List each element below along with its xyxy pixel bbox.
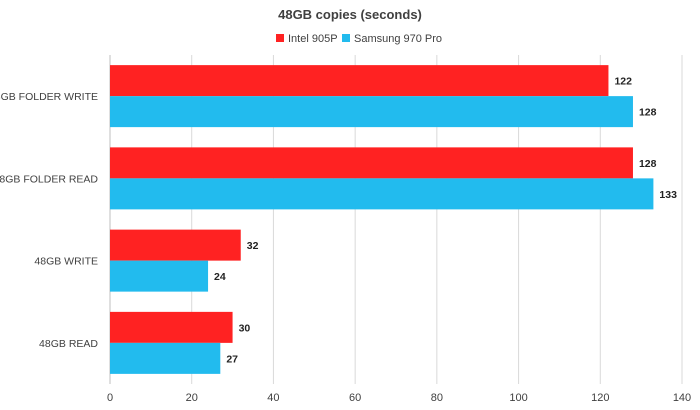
bar-intel-905p-48gb-folder-write <box>110 65 609 97</box>
bar-samsung-970-pro-48gb-folder-read <box>110 178 654 210</box>
legend-swatch-intel-905p <box>276 34 284 42</box>
data-label-samsung-970-pro-48gb-folder-write: 128 <box>639 107 657 119</box>
data-label-intel-905p-48gb-write: 32 <box>247 240 259 252</box>
x-tick-label: 20 <box>186 392 198 404</box>
data-label-samsung-970-pro-48gb-write: 24 <box>214 271 226 283</box>
data-labels: 122 128 128 133 32 24 30 27 <box>214 76 677 366</box>
chart-title: 48GB copies (seconds) <box>278 7 422 22</box>
data-label-intel-905p-48gb-folder-write: 122 <box>614 76 632 88</box>
bar-samsung-970-pro-48gb-write <box>110 260 209 292</box>
data-label-samsung-970-pro-48gb-read: 27 <box>226 353 238 365</box>
bar-samsung-970-pro-48gb-folder-write <box>110 96 633 128</box>
bar-intel-905p-48gb-folder-read <box>110 147 633 179</box>
data-label-intel-905p-48gb-read: 30 <box>239 322 251 334</box>
x-tick-label: 60 <box>349 392 361 404</box>
legend-swatch-samsung-970-pro <box>342 34 350 42</box>
category-label-48gb-write: 48GB WRITE <box>34 256 98 268</box>
x-tick-label: 140 <box>673 392 691 404</box>
bar-intel-905p-48gb-read <box>110 311 233 343</box>
category-labels: 48GB FOLDER WRITE 48GB FOLDER READ 48GB WR… <box>0 91 98 350</box>
x-tick-label: 100 <box>509 392 527 404</box>
legend: Intel 905P Samsung 970 Pro <box>276 33 442 45</box>
bar-intel-905p-48gb-write <box>110 229 241 261</box>
x-tick-labels: 0 20 40 60 80 100 120 140 <box>107 392 691 404</box>
x-tick-label: 120 <box>591 392 609 404</box>
category-label-48gb-read: 48GB READ <box>39 338 98 350</box>
category-label-48gb-folder-write: 48GB FOLDER WRITE <box>0 91 98 103</box>
x-tick-label: 80 <box>431 392 443 404</box>
category-label-48gb-folder-read: 48GB FOLDER READ <box>0 173 98 185</box>
x-tick-label: 40 <box>267 392 279 404</box>
data-label-intel-905p-48gb-folder-read: 128 <box>639 158 657 170</box>
data-label-samsung-970-pro-48gb-folder-read: 133 <box>659 189 677 201</box>
legend-label-intel-905p: Intel 905P <box>288 33 338 45</box>
bars <box>110 65 654 374</box>
x-tick-label: 0 <box>107 392 113 404</box>
legend-label-samsung-970-pro: Samsung 970 Pro <box>354 33 442 45</box>
bar-samsung-970-pro-48gb-read <box>110 342 221 374</box>
